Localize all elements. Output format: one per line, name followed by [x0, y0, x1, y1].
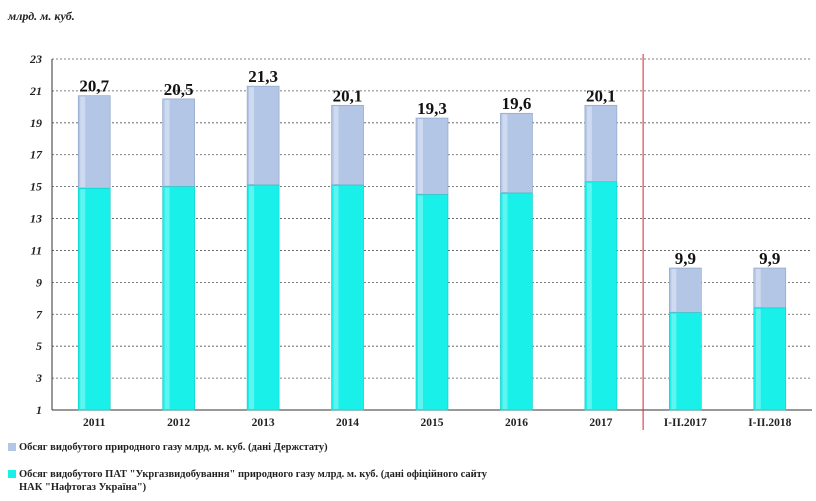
legend-label-ukrgaz: Обсяг видобутого ПАТ "Укргазвидобування"…: [19, 468, 487, 494]
bar-total-highlight: [502, 114, 508, 193]
bar-ukrgaz: [77, 187, 111, 411]
bar-ukrgaz-highlight: [755, 308, 761, 409]
y-tick-label: 1: [36, 403, 42, 417]
bar-total-highlight: [333, 106, 339, 185]
data-label: 20,1: [333, 86, 363, 105]
bar-total-highlight: [418, 119, 423, 194]
y-tick-label: 7: [36, 307, 43, 321]
legend-swatch-ukrgaz: [8, 470, 16, 478]
bar-total-highlight: [249, 87, 255, 185]
data-label: 9,9: [759, 249, 780, 268]
y-tick-label: 19: [30, 116, 42, 130]
x-tick-label: 2016: [505, 417, 528, 429]
bar-ukrgaz-highlight: [671, 313, 677, 409]
y-tick-label: 23: [29, 52, 42, 66]
bar-ukrgaz: [246, 184, 280, 411]
x-tick-label: 2014: [336, 417, 359, 429]
legend-2: Обсяг видобутого ПАТ "Укргазвидобування"…: [8, 468, 487, 494]
y-tick-label: 15: [30, 180, 42, 194]
bar-ukrgaz: [753, 307, 787, 411]
bar-ukrgaz-highlight: [333, 186, 339, 409]
bar-total-highlight: [586, 106, 592, 181]
y-tick-label: 9: [36, 275, 42, 289]
y-tick-label: 3: [35, 371, 42, 385]
legend-item-ukrgaz: Обсяг видобутого ПАТ "Укргазвидобування"…: [8, 468, 487, 494]
data-label: 20,7: [79, 77, 109, 96]
legend: Обсяг видобутого природного газу млрд. м…: [8, 441, 328, 454]
bar-total: [162, 98, 195, 187]
bar-ukrgaz-highlight: [80, 189, 86, 409]
bar-ukrgaz: [415, 194, 449, 411]
bar-ukrgaz-highlight: [502, 194, 508, 409]
y-tick-label: 21: [29, 84, 42, 98]
legend-item-total: Обсяг видобутого природного газу млрд. м…: [8, 441, 328, 454]
bar-ukrgaz: [500, 192, 533, 411]
data-label: 21,3: [248, 67, 278, 86]
x-tick-label: I-II.2018: [748, 417, 791, 429]
data-label: 19,6: [502, 94, 532, 113]
bar-total-highlight: [164, 99, 170, 186]
y-tick-label: 13: [30, 212, 42, 226]
data-label: 19,3: [417, 99, 447, 118]
y-tick-label: 5: [36, 339, 42, 353]
bar-ukrgaz-highlight: [586, 182, 592, 409]
unit-label: млрд. м. куб.: [8, 9, 75, 23]
legend-label-ukrgaz-line2: НАК "Нафтогаз Україна"): [19, 482, 147, 493]
bar-total: [77, 95, 111, 189]
bar-total-highlight: [80, 96, 86, 188]
data-label: 9,9: [675, 249, 696, 268]
bar-ukrgaz: [584, 181, 618, 411]
legend-label-ukrgaz-line1: Обсяг видобутого ПАТ "Укргазвидобування"…: [19, 469, 487, 480]
x-tick-label: 2017: [589, 417, 612, 429]
y-tick-label: 17: [30, 148, 43, 162]
bar-total: [500, 112, 533, 194]
legend-swatch-total: [8, 443, 16, 451]
x-tick-label: 2015: [421, 417, 444, 429]
legend-label-total: Обсяг видобутого природного газу млрд. м…: [19, 442, 328, 453]
bar-ukrgaz: [331, 184, 364, 411]
bar-total-highlight: [755, 269, 761, 307]
data-label: 20,5: [164, 80, 194, 99]
bar-ukrgaz-highlight: [164, 187, 170, 409]
bar-total: [331, 104, 364, 186]
y-tick-label: 11: [31, 243, 42, 257]
x-tick-label: 2013: [252, 417, 275, 429]
data-label: 20,1: [586, 86, 616, 105]
bar-ukrgaz: [669, 312, 702, 411]
bar-ukrgaz: [162, 186, 195, 411]
bar-total: [753, 267, 787, 309]
bar-total: [415, 117, 449, 195]
x-tick-label: 2011: [83, 417, 106, 429]
bar-ukrgaz-highlight: [249, 186, 255, 409]
x-tick-label: 2012: [167, 417, 190, 429]
bar-total-highlight: [671, 269, 677, 312]
x-tick-label: I-II.2017: [664, 417, 707, 429]
bar-ukrgaz-highlight: [418, 195, 423, 409]
